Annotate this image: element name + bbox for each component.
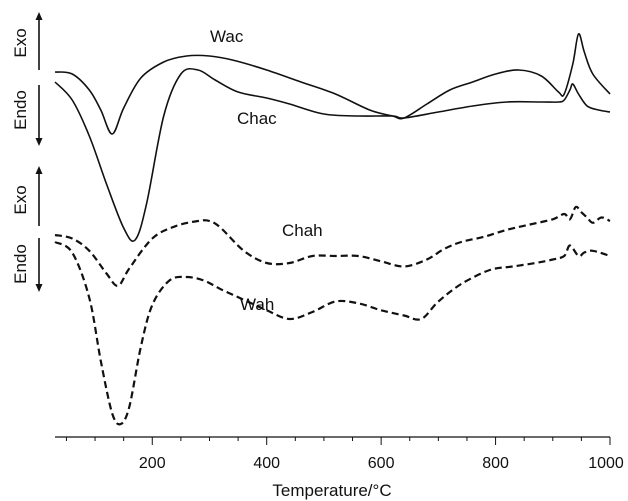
lower-endo-label: Endo [11, 244, 30, 284]
x-tick-label: 800 [482, 455, 509, 472]
lower-endo-arrowhead [35, 284, 43, 292]
x-axis: 200 400 600 800 1000 [55, 436, 624, 472]
upper-exo-arrowhead [35, 12, 43, 20]
series-label-chah: Chah [282, 221, 323, 240]
series-line-chah [54, 205, 611, 287]
series-label-wac: Wac [210, 27, 244, 46]
exo-endo-indicators: Exo Endo Exo Endo [11, 12, 43, 292]
chart-marks: Wac Chac Chah Wah [54, 27, 611, 426]
series-line-wac [54, 33, 611, 135]
upper-endo-label: Endo [11, 90, 30, 130]
upper-endo-arrowhead [35, 138, 43, 146]
series-line-wah [54, 240, 611, 426]
x-tick-label: 600 [368, 455, 395, 472]
lower-exo-label: Exo [11, 185, 30, 214]
x-tick-label: 1000 [588, 455, 624, 472]
x-axis-title: Temperature/°C [272, 481, 391, 500]
series-label-wah: Wah [240, 295, 274, 314]
x-tick-label: 200 [139, 455, 166, 472]
upper-exo-label: Exo [11, 28, 30, 57]
series-label-chac: Chac [237, 109, 277, 128]
x-tick-label: 400 [253, 455, 280, 472]
series-line-chac [54, 67, 611, 242]
lower-exo-arrowhead [35, 166, 43, 174]
